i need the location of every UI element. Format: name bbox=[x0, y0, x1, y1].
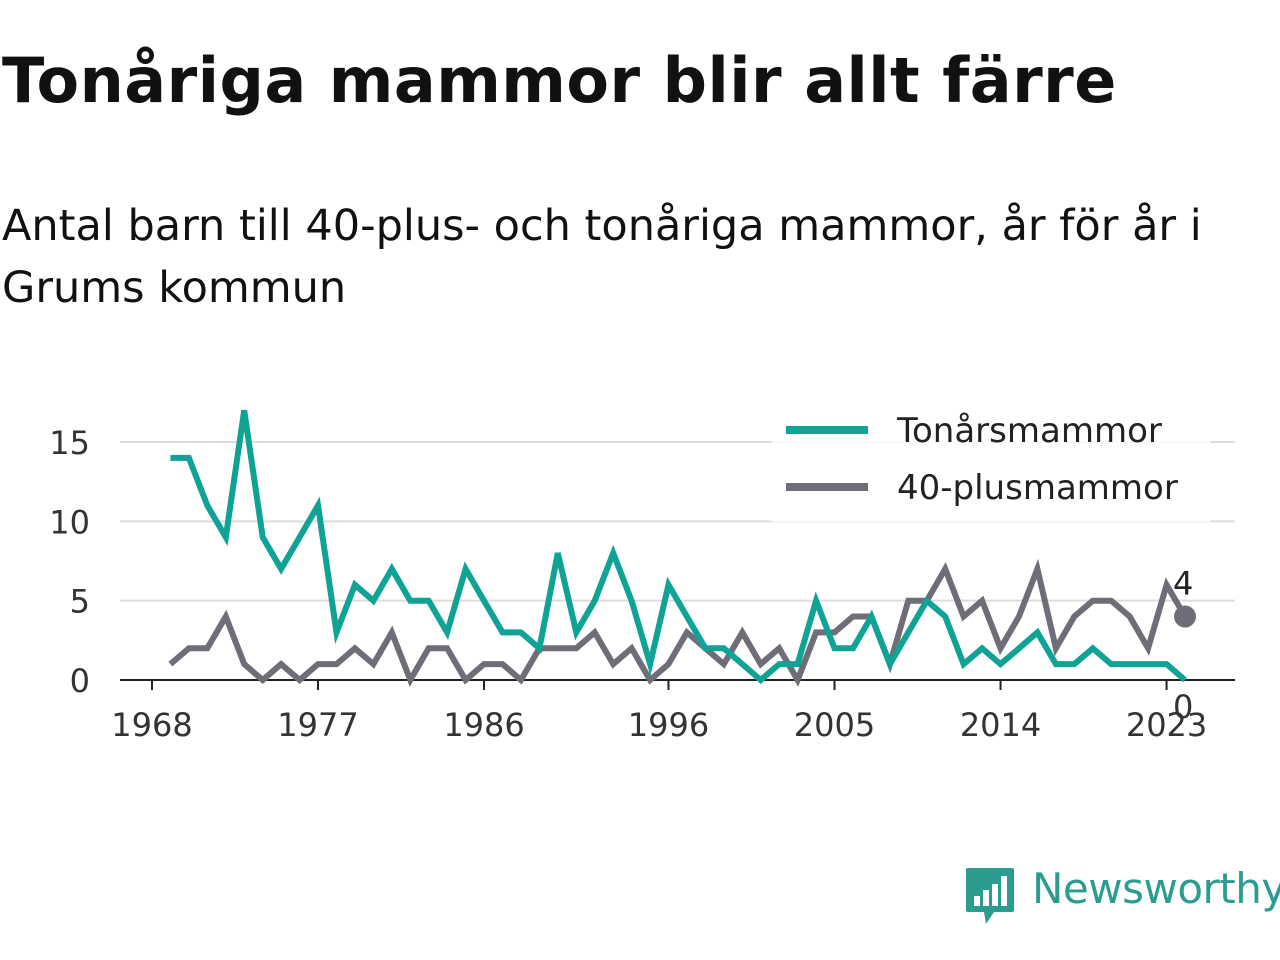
line-chart: 1968 1977 1986 1996 2005 2014 2023 0 5 10 15 Tonå… bbox=[49, 409, 1235, 744]
brand-name: Newsworthy bbox=[1032, 864, 1280, 913]
chart-subtitle: Antal barn till 40-plus- och tonåriga ma… bbox=[2, 201, 1202, 313]
legend-label: 40-plusmammor bbox=[897, 468, 1178, 508]
x-axis: 1968 1977 1986 1996 2005 2014 2023 bbox=[111, 679, 1235, 744]
y-tick-label: 0 bbox=[70, 662, 90, 700]
x-tick-label: 2014 bbox=[960, 706, 1041, 744]
x-tick-label: 1977 bbox=[277, 706, 358, 744]
y-tick-label: 10 bbox=[49, 503, 90, 541]
chart-title: Tonåriga mammor blir allt färre bbox=[2, 44, 1117, 117]
chart-speech-bubble-icon bbox=[966, 868, 1014, 924]
legend-label: Tonårsmammor bbox=[896, 411, 1162, 451]
end-labels: 04 bbox=[1173, 565, 1193, 726]
y-tick-label: 5 bbox=[70, 583, 90, 621]
end-point-marker bbox=[1174, 605, 1196, 628]
end-label-tonarsmammor: 0 bbox=[1173, 688, 1193, 726]
x-tick-label: 1996 bbox=[628, 706, 709, 744]
x-tick-label: 1986 bbox=[443, 706, 524, 744]
brand-logo: Newsworthy bbox=[964, 862, 1280, 926]
legend: Tonårsmammor 40-plusmammor bbox=[772, 410, 1210, 522]
x-tick-label: 2023 bbox=[1126, 706, 1207, 744]
x-tick-label: 1968 bbox=[111, 706, 192, 744]
series-lines bbox=[168, 409, 1196, 687]
x-tick-label: 2005 bbox=[794, 706, 875, 744]
y-axis: 0 5 10 15 bbox=[49, 424, 90, 700]
y-tick-label: 15 bbox=[49, 424, 90, 462]
series-line-40-plusmammor bbox=[168, 558, 1188, 687]
series-line-tonarsmammor bbox=[170, 409, 1187, 684]
end-label-40-plusmammor: 4 bbox=[1173, 565, 1193, 603]
